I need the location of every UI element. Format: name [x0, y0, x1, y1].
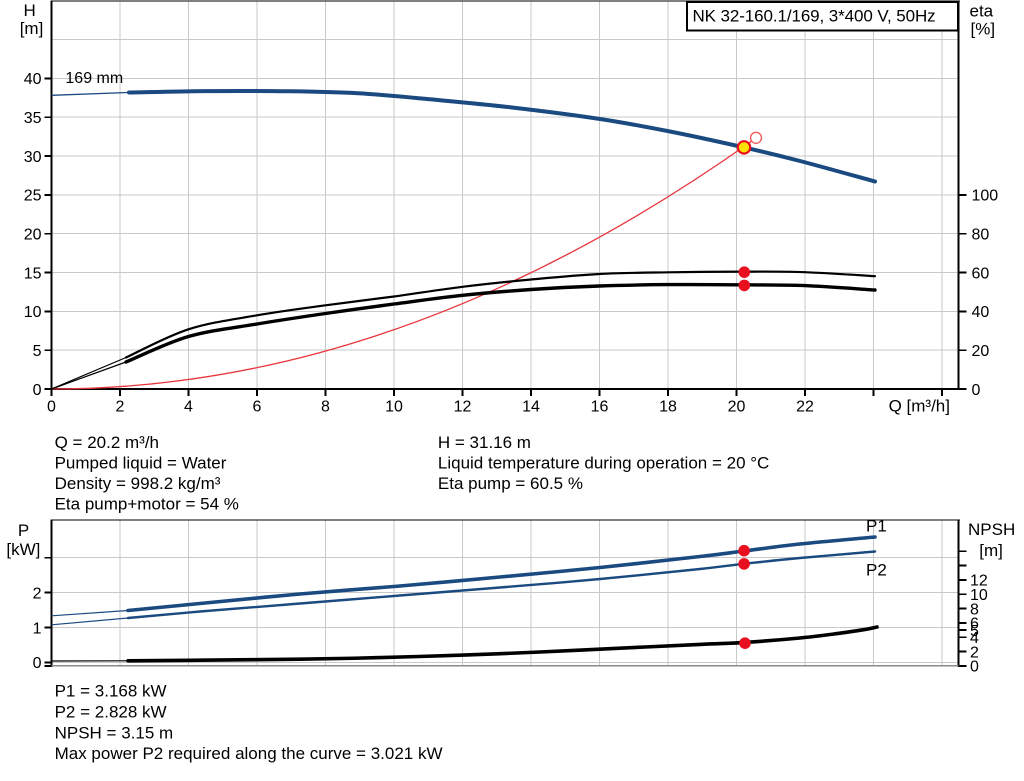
- svg-text:15: 15: [24, 265, 42, 282]
- svg-text:0: 0: [972, 382, 981, 399]
- svg-text:40: 40: [972, 304, 990, 321]
- svg-text:NK 32-160.1/169, 3*400 V, 50Hz: NK 32-160.1/169, 3*400 V, 50Hz: [693, 6, 936, 25]
- svg-text:P: P: [18, 521, 29, 540]
- svg-text:[kW]: [kW]: [6, 540, 40, 559]
- svg-text:0: 0: [33, 655, 42, 672]
- svg-text:NPSH = 3.15 m: NPSH = 3.15 m: [55, 723, 174, 742]
- svg-text:20: 20: [728, 399, 746, 416]
- svg-text:35: 35: [24, 110, 42, 127]
- svg-text:25: 25: [24, 188, 42, 205]
- svg-text:P1 = 3.168 kW: P1 = 3.168 kW: [55, 682, 167, 701]
- svg-text:1: 1: [33, 620, 42, 637]
- svg-text:10: 10: [24, 304, 42, 321]
- svg-text:P2: P2: [866, 560, 887, 579]
- svg-text:22: 22: [796, 399, 814, 416]
- svg-text:18: 18: [659, 399, 677, 416]
- svg-text:eta: eta: [970, 2, 994, 21]
- svg-text:6: 6: [970, 616, 979, 633]
- svg-text:14: 14: [522, 399, 540, 416]
- svg-text:8: 8: [321, 399, 330, 416]
- svg-text:0: 0: [47, 399, 56, 416]
- svg-text:6: 6: [253, 399, 262, 416]
- svg-text:H = 31.16 m: H = 31.16 m: [438, 433, 531, 452]
- svg-text:Max power P2 required along th: Max power P2 required along the curve = …: [55, 744, 443, 763]
- svg-text:Eta pump+motor = 54 %: Eta pump+motor = 54 %: [55, 494, 239, 513]
- svg-text:100: 100: [972, 188, 999, 205]
- svg-text:Eta pump = 60.5 %: Eta pump = 60.5 %: [438, 474, 583, 493]
- svg-text:169 mm: 169 mm: [65, 70, 123, 87]
- svg-text:NPSH: NPSH: [968, 520, 1015, 539]
- svg-text:20: 20: [972, 343, 990, 360]
- svg-text:2: 2: [970, 644, 979, 661]
- svg-text:[m]: [m]: [979, 541, 1003, 560]
- svg-text:8: 8: [970, 601, 979, 618]
- svg-text:0: 0: [970, 659, 979, 676]
- svg-text:5: 5: [970, 623, 979, 640]
- svg-text:40: 40: [24, 71, 42, 88]
- svg-text:16: 16: [591, 399, 609, 416]
- svg-text:Q = 20.2 m³/h: Q = 20.2 m³/h: [55, 433, 159, 452]
- svg-text:4: 4: [184, 399, 193, 416]
- svg-text:2: 2: [33, 585, 42, 602]
- svg-text:2: 2: [116, 399, 125, 416]
- svg-text:Pumped liquid = Water: Pumped liquid = Water: [55, 453, 227, 472]
- svg-text:P1: P1: [866, 516, 887, 535]
- svg-text:4: 4: [970, 630, 979, 647]
- svg-text:5: 5: [33, 343, 42, 360]
- svg-text:[%]: [%]: [971, 20, 996, 39]
- svg-text:12: 12: [454, 399, 472, 416]
- svg-text:P2 = 2.828 kW: P2 = 2.828 kW: [55, 703, 167, 722]
- svg-text:30: 30: [24, 149, 42, 166]
- svg-text:0: 0: [33, 382, 42, 399]
- svg-text:20: 20: [24, 227, 42, 244]
- svg-text:12: 12: [970, 573, 988, 590]
- svg-text:80: 80: [972, 227, 990, 244]
- svg-text:Q [m³/h]: Q [m³/h]: [889, 397, 950, 416]
- svg-text:10: 10: [385, 399, 403, 416]
- svg-text:10: 10: [970, 587, 988, 604]
- svg-text:60: 60: [972, 265, 990, 282]
- svg-text:Density = 998.2 kg/m³: Density = 998.2 kg/m³: [55, 474, 221, 493]
- svg-text:H: H: [24, 1, 36, 20]
- svg-text:[m]: [m]: [20, 19, 44, 38]
- svg-text:Liquid temperature during oper: Liquid temperature during operation = 20…: [438, 453, 769, 472]
